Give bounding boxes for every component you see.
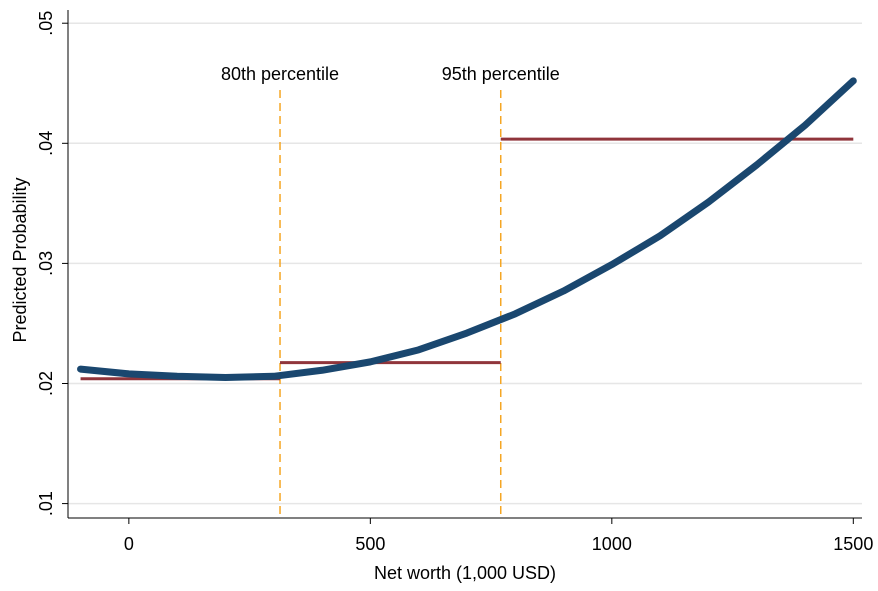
y-tick-label: .05: [36, 11, 56, 36]
y-tick-label: .02: [36, 371, 56, 396]
x-tick-label: 1000: [592, 534, 632, 554]
fitted-curve: [77, 77, 857, 381]
x-tick-label: 0: [124, 534, 134, 554]
x-axis-title: Net worth (1,000 USD): [374, 563, 556, 583]
percentile-label: 95th percentile: [442, 64, 560, 84]
x-tick-label: 500: [355, 534, 385, 554]
y-tick-label: .04: [36, 131, 56, 156]
y-tick-label: .03: [36, 251, 56, 276]
percentile-label: 80th percentile: [221, 64, 339, 84]
y-axis-title: Predicted Probability: [10, 177, 30, 342]
x-tick-label: 1500: [833, 534, 873, 554]
y-tick-label: .01: [36, 491, 56, 516]
